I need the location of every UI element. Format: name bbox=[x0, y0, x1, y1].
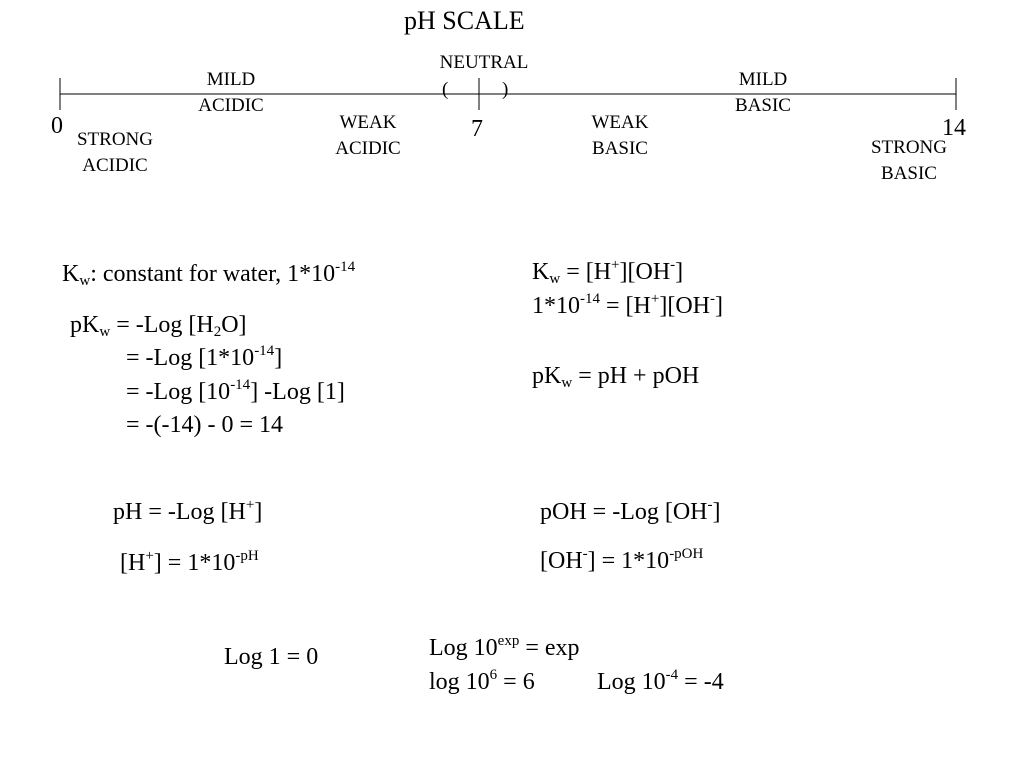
weak-basic-label: WEAK BASIC bbox=[591, 112, 649, 159]
log-example-6: log 106 = 6 bbox=[429, 667, 535, 696]
oh-concentration-equation: [OH-] = 1*10-pOH bbox=[540, 546, 704, 575]
mild-basic-label: MILD BASIC bbox=[735, 69, 791, 116]
scale-number-7: 7 bbox=[471, 116, 483, 142]
neutral-label: NEUTRAL bbox=[439, 52, 529, 73]
neutral-paren-close: ) bbox=[502, 79, 509, 100]
kw-equation-line2: 1*10-14 = [H+][OH-] bbox=[532, 291, 723, 320]
pkw-line2: = -Log [1*10-14] bbox=[126, 343, 283, 372]
log-one-rule: Log 1 = 0 bbox=[224, 644, 319, 670]
neutral-paren-open: ( bbox=[442, 79, 449, 100]
page-title: pH SCALE bbox=[404, 6, 525, 35]
scale-number-0: 0 bbox=[51, 113, 63, 139]
mild-acidic-label: MILD ACIDIC bbox=[198, 69, 264, 116]
pkw-line1: pKw = -Log [H2O] bbox=[70, 312, 247, 340]
kw-equation-line1: Kw = [H+][OH-] bbox=[532, 257, 684, 287]
ph-scale-axis bbox=[59, 78, 957, 110]
pkw-line4: = -(-14) - 0 = 14 bbox=[126, 412, 284, 438]
scale-number-14: 14 bbox=[942, 115, 966, 141]
log-example-minus4: Log 10-4 = -4 bbox=[597, 667, 724, 696]
strong-acidic-label: STRONG ACIDIC bbox=[76, 129, 153, 176]
h-concentration-equation: [H+] = 1*10-pH bbox=[120, 548, 259, 577]
strong-basic-label: STRONG BASIC bbox=[870, 137, 947, 184]
pkw-line3: = -Log [10-14] -Log [1] bbox=[126, 377, 345, 406]
poh-equation: pOH = -Log [OH-] bbox=[540, 497, 721, 526]
ph-equation: pH = -Log [H+] bbox=[113, 497, 263, 526]
log-exp-rule: Log 10exp = exp bbox=[429, 633, 580, 662]
weak-acidic-label: WEAK ACIDIC bbox=[335, 112, 401, 159]
pkw-sum-equation: pKw = pH + pOH bbox=[532, 363, 700, 391]
kw-definition: Kw: constant for water, 1*10-14 bbox=[62, 259, 356, 289]
